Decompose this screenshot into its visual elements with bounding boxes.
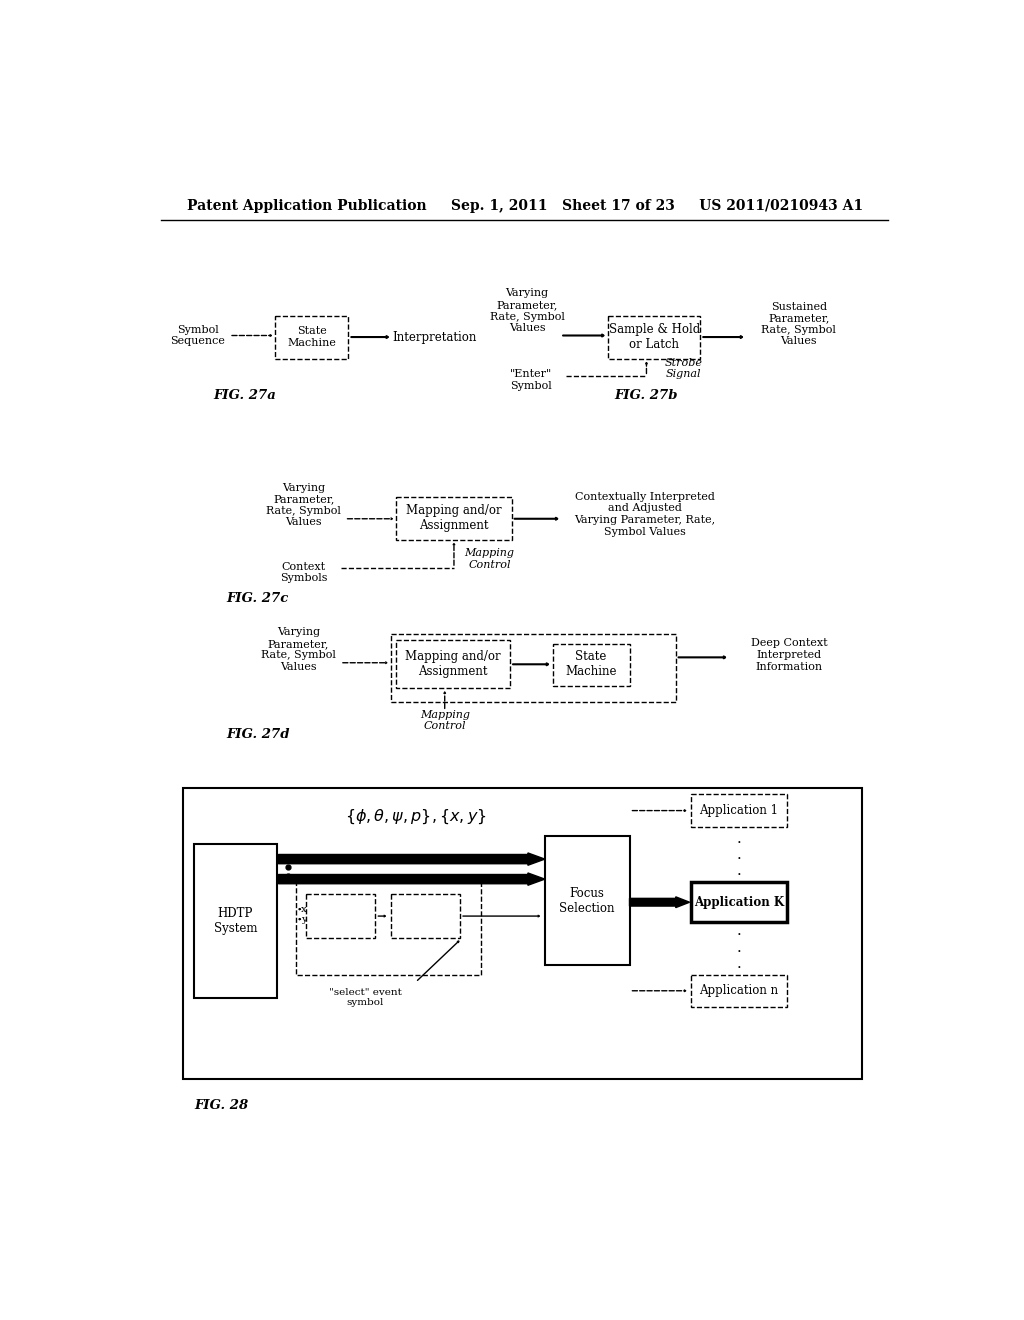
Bar (194, 843, 276, 998)
Text: $\{\phi, \theta, \psi, p\}, \{x, y\}$: $\{\phi, \theta, \psi, p\}, \{x, y\}$ (345, 808, 486, 826)
Bar (183, 788, 862, 1080)
Text: Sample & Hold
or Latch: Sample & Hold or Latch (608, 323, 699, 351)
Text: Mapping and/or
Assignment: Mapping and/or Assignment (406, 651, 501, 678)
Text: Focus
Control: Focus Control (404, 906, 446, 927)
Polygon shape (279, 873, 545, 886)
Text: "Enter"
Symbol: "Enter" Symbol (510, 370, 552, 391)
Text: FIG. 27c: FIG. 27c (226, 593, 289, 606)
Bar (553, 644, 630, 686)
Text: Focus
Selection: Focus Selection (559, 887, 615, 915)
Text: Context
Symbols: Context Symbols (280, 562, 328, 583)
Bar (691, 882, 787, 923)
Bar (296, 874, 481, 974)
Bar (608, 317, 700, 359)
Text: Cursor
Control: Cursor Control (319, 906, 361, 927)
Text: Varying
Parameter,
Rate, Symbol
Values: Varying Parameter, Rate, Symbol Values (489, 289, 564, 333)
Polygon shape (279, 853, 545, 866)
Text: Mapping
Control: Mapping Control (420, 710, 470, 731)
Text: Patent Application Publication     Sep. 1, 2011   Sheet 17 of 23     US 2011/021: Patent Application Publication Sep. 1, 2… (186, 199, 863, 213)
Text: Strobe
Signal: Strobe Signal (665, 358, 702, 379)
Text: Interpretation: Interpretation (392, 330, 477, 343)
Text: Deep Context
Interpreted
Information: Deep Context Interpreted Information (751, 639, 827, 672)
Text: Application 1: Application 1 (699, 804, 778, 817)
Text: Varying
Parameter,
Rate, Symbol
Values: Varying Parameter, Rate, Symbol Values (266, 483, 341, 527)
Bar (691, 974, 787, 1007)
Bar (391, 635, 676, 702)
Bar (306, 894, 376, 939)
Text: FIG. 27a: FIG. 27a (213, 389, 275, 403)
Text: Sustained
Parameter,
Rate, Symbol
Values: Sustained Parameter, Rate, Symbol Values (762, 301, 837, 346)
Polygon shape (630, 896, 689, 908)
Text: State
Machine: State Machine (287, 326, 336, 348)
Bar (391, 894, 460, 939)
Text: Application K: Application K (694, 896, 784, 908)
Text: FIG. 27d: FIG. 27d (226, 727, 290, 741)
Bar (545, 836, 630, 965)
Text: Mapping and/or
Assignment: Mapping and/or Assignment (407, 504, 502, 532)
Text: ·
·
·: · · · (736, 928, 741, 974)
Text: FIG. 28: FIG. 28 (195, 1100, 249, 1111)
Bar (396, 498, 512, 540)
Bar (691, 795, 787, 826)
Text: State
Machine: State Machine (565, 651, 616, 678)
Text: x: x (301, 904, 307, 913)
Text: Symbol
Sequence: Symbol Sequence (170, 325, 225, 346)
Text: y: y (301, 915, 307, 924)
Bar (275, 317, 348, 359)
Text: Varying
Parameter,
Rate, Symbol
Values: Varying Parameter, Rate, Symbol Values (261, 627, 336, 672)
Text: ·
·
·: · · · (736, 836, 741, 882)
Text: "select" event
symbol: "select" event symbol (329, 987, 401, 1007)
Text: Application n: Application n (699, 985, 778, 998)
Text: FIG. 27b: FIG. 27b (614, 389, 678, 403)
Text: Mapping
Control: Mapping Control (464, 548, 514, 570)
Text: Contextually Interpreted
and Adjusted
Varying Parameter, Rate,
Symbol Values: Contextually Interpreted and Adjusted Va… (574, 492, 716, 536)
Text: HDTP
System: HDTP System (214, 907, 257, 935)
Bar (396, 640, 510, 688)
